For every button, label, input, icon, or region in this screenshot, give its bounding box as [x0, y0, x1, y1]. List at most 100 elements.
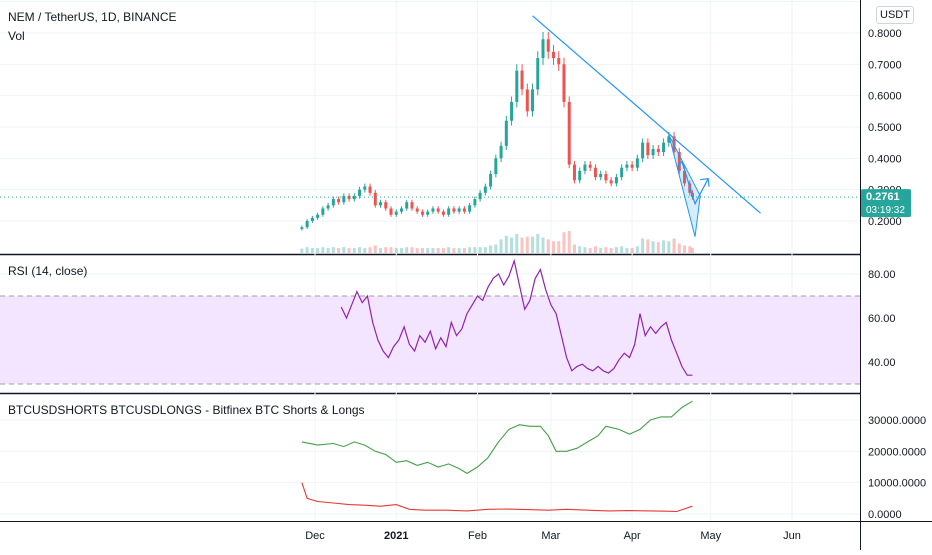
- volume-bar: [489, 245, 493, 253]
- volume-bar: [690, 247, 694, 253]
- candle: [520, 70, 524, 90]
- projection-arrow: [681, 161, 709, 206]
- volume-bar: [310, 248, 314, 253]
- candle: [431, 208, 435, 212]
- longs-shorts-title: BTCUSDSHORTS BTCUSDLONGS - Bitfinex BTC …: [8, 403, 365, 417]
- longs-shorts-tick-label: 0.0000: [868, 509, 902, 521]
- candle: [478, 192, 482, 200]
- currency-button[interactable]: USDT: [876, 6, 914, 24]
- volume-bar: [525, 236, 529, 253]
- candle: [599, 174, 603, 178]
- candle: [399, 208, 403, 212]
- candle: [405, 202, 409, 209]
- candle: [557, 58, 561, 65]
- time-tick-label: Mar: [541, 530, 560, 542]
- candle: [457, 208, 461, 212]
- volume-bar: [321, 247, 325, 253]
- candle: [363, 186, 367, 190]
- volume-bar: [635, 246, 639, 253]
- candle: [578, 170, 582, 181]
- candle: [358, 189, 362, 196]
- price-badge-countdown: 03:19:32: [866, 205, 905, 216]
- candle: [510, 101, 514, 121]
- volume-bar: [588, 248, 592, 253]
- shorts-line: [301, 482, 693, 513]
- volume-bar: [614, 247, 618, 253]
- volume-bar: [572, 244, 576, 253]
- volume-bar: [520, 237, 524, 253]
- arrow-head: [700, 178, 710, 187]
- volume-bar: [473, 247, 477, 253]
- candle: [546, 39, 550, 52]
- volume-bar: [337, 248, 341, 253]
- volume-bar: [677, 243, 681, 253]
- volume-bar: [394, 248, 398, 253]
- candle: [562, 64, 566, 102]
- rsi-line: [340, 258, 693, 376]
- volume-bar: [347, 248, 351, 253]
- candle: [394, 211, 398, 215]
- volume-bar: [688, 246, 692, 253]
- candle: [447, 208, 451, 215]
- candle: [384, 202, 388, 209]
- candle: [593, 167, 597, 178]
- candle: [504, 120, 508, 146]
- time-tick-label: Jun: [783, 530, 801, 542]
- volume-bar: [441, 248, 445, 253]
- volume-bar: [415, 248, 419, 253]
- price-badge-value: 0.2761: [866, 191, 900, 203]
- longs-line: [301, 400, 693, 474]
- rsi-tick-label: 80.00: [868, 269, 896, 281]
- longs-shorts-layer: [301, 400, 693, 513]
- candle: [342, 195, 346, 203]
- volume-bar: [625, 248, 629, 253]
- candle: [473, 199, 477, 206]
- candle: [316, 214, 320, 218]
- candle: [310, 217, 314, 221]
- candle: [331, 199, 335, 206]
- volume-bar: [557, 241, 561, 253]
- price-tick-label: 0.5000: [868, 122, 902, 134]
- volume-bar: [447, 247, 451, 253]
- volume-bar: [420, 248, 424, 253]
- volume-bar: [468, 247, 472, 253]
- rsi-title: RSI (14, close): [8, 264, 88, 278]
- candle: [552, 51, 555, 59]
- volume-bar: [483, 247, 487, 253]
- volume-bar: [426, 248, 430, 253]
- candle: [515, 70, 519, 102]
- candle: [620, 167, 624, 178]
- time-tick-label: May: [700, 530, 721, 542]
- volume-bar: [656, 242, 660, 253]
- volume-bar: [389, 247, 393, 253]
- volume-bar: [672, 238, 676, 253]
- volume-bar: [567, 231, 571, 253]
- volume-bar: [352, 248, 356, 253]
- candle: [646, 142, 650, 156]
- volume-bar: [358, 247, 362, 253]
- candles-layer: [300, 31, 694, 231]
- volume-bar: [300, 248, 304, 253]
- volume-bar: [410, 247, 414, 253]
- candle: [368, 186, 372, 193]
- candle: [420, 211, 424, 215]
- volume-bar: [562, 232, 566, 253]
- candle: [667, 136, 671, 143]
- longs-shorts-tick-label: 30000.0000: [868, 415, 926, 427]
- volume-bar: [363, 248, 367, 253]
- candle: [588, 164, 592, 168]
- volume-bar: [316, 248, 320, 253]
- axes-layer: 0.80000.70000.60000.50000.40000.30000.20…: [305, 28, 926, 542]
- volume-bar: [515, 234, 519, 253]
- volume-bar: [641, 238, 645, 253]
- candle: [326, 205, 330, 209]
- volume-bar: [384, 247, 388, 253]
- candle: [462, 208, 466, 212]
- price-badge: [861, 189, 911, 218]
- volume-bar: [552, 241, 555, 253]
- candle: [452, 208, 456, 212]
- candle: [635, 158, 639, 168]
